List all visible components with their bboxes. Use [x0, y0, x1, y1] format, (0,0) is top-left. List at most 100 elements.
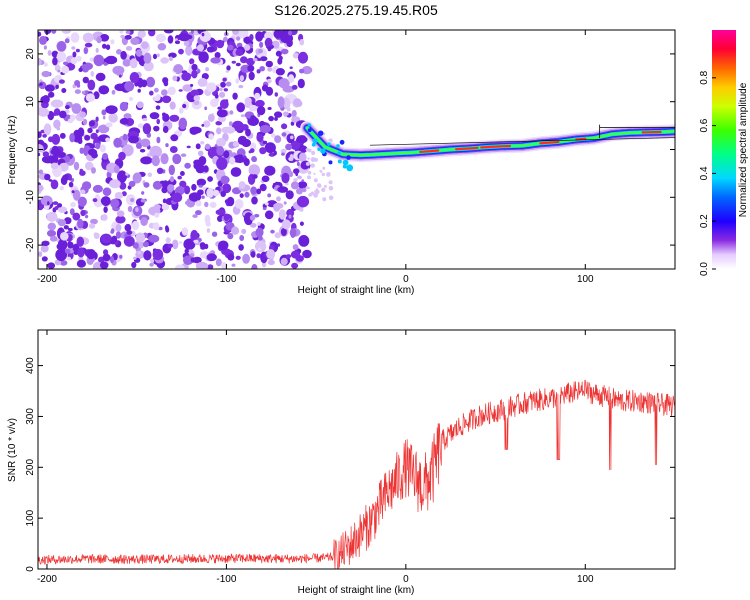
noise-speck — [102, 253, 111, 262]
noise-speck — [276, 196, 281, 202]
noise-speck — [63, 225, 69, 230]
noise-speck — [66, 256, 71, 261]
y-tick-label: 10 — [25, 96, 36, 108]
noise-speck — [291, 84, 298, 90]
noise-speck — [76, 236, 85, 247]
noise-speck — [223, 213, 230, 222]
noise-speck — [74, 89, 81, 94]
noise-speck — [131, 220, 140, 231]
noise-speck — [274, 232, 281, 239]
noise-speck — [283, 111, 289, 116]
noise-speck — [235, 62, 241, 67]
noise-speck — [213, 96, 220, 104]
noise-speck — [274, 111, 283, 118]
noise-speck — [248, 164, 260, 177]
signal-blob — [342, 164, 347, 169]
noise-speck — [140, 138, 151, 148]
noise-speck — [197, 77, 208, 87]
noise-speck — [105, 105, 118, 114]
noise-speck — [128, 180, 136, 187]
noise-speck — [105, 44, 111, 50]
noise-speck — [42, 134, 47, 138]
noise-speck — [223, 88, 228, 92]
noise-speck — [70, 202, 76, 208]
noise-speck — [89, 143, 96, 149]
noise-speck — [43, 45, 48, 50]
noise-speck — [56, 51, 67, 62]
noise-speck — [171, 192, 183, 203]
noise-speck — [103, 237, 110, 243]
noise-speck — [216, 157, 228, 171]
noise-speck — [204, 106, 208, 111]
noise-speck — [274, 92, 278, 97]
noise-speck — [174, 40, 181, 45]
noise-speck — [101, 214, 108, 221]
noise-speck — [328, 195, 334, 201]
noise-speck — [321, 172, 325, 177]
noise-speck — [59, 186, 64, 191]
noise-speck — [57, 203, 63, 208]
noise-speck — [140, 156, 153, 165]
noise-speck — [135, 232, 146, 243]
noise-speck — [296, 195, 310, 208]
noise-speck — [256, 133, 264, 143]
noise-speck — [297, 181, 308, 189]
noise-speck — [168, 164, 175, 176]
noise-speck — [85, 214, 89, 219]
noise-speck — [216, 84, 221, 87]
noise-speck — [191, 183, 197, 191]
noise-speck — [52, 57, 58, 66]
noise-speck — [239, 193, 244, 199]
noise-speck — [204, 143, 211, 150]
noise-speck — [120, 50, 127, 60]
noise-speck — [277, 57, 283, 65]
noise-speck — [186, 145, 191, 149]
noise-speck — [256, 69, 261, 74]
noise-speck — [206, 187, 214, 198]
noise-speck — [38, 131, 42, 138]
noise-speck — [167, 178, 177, 186]
noise-speck — [135, 207, 139, 213]
noise-speck — [301, 187, 307, 193]
noise-speck — [222, 77, 227, 82]
signal-blob — [336, 144, 340, 148]
noise-speck — [220, 81, 226, 88]
noise-speck — [72, 51, 77, 58]
noise-speck — [111, 89, 116, 95]
noise-speck — [47, 201, 50, 206]
noise-speck — [307, 157, 310, 160]
noise-speck — [149, 112, 160, 120]
noise-speck — [323, 184, 327, 188]
noise-speck — [109, 179, 121, 189]
noise-speck — [99, 144, 106, 153]
noise-speck — [152, 248, 164, 261]
noise-speck — [255, 227, 264, 237]
noise-speck — [56, 126, 61, 131]
noise-speck — [174, 264, 185, 269]
noise-speck — [44, 173, 51, 181]
noise-speck — [113, 165, 120, 174]
noise-speck — [266, 78, 272, 84]
y-tick-label: -20 — [25, 237, 36, 252]
noise-speck — [46, 211, 58, 222]
noise-speck — [219, 99, 229, 109]
noise-speck — [277, 96, 285, 109]
noise-speck — [242, 253, 251, 264]
noise-speck — [182, 103, 187, 109]
noise-speck — [249, 214, 256, 221]
noise-speck — [206, 46, 215, 53]
noise-speck — [195, 261, 209, 269]
noise-speck — [124, 34, 132, 40]
noise-speck — [189, 126, 202, 134]
noise-speck — [149, 262, 154, 267]
noise-speck — [158, 226, 163, 231]
noise-speck — [118, 74, 122, 78]
noise-speck — [59, 132, 66, 139]
noise-speck — [195, 164, 205, 174]
noise-speck — [95, 116, 99, 122]
noise-speck — [56, 243, 63, 250]
noise-speck — [103, 206, 108, 213]
signal-peak — [480, 144, 511, 149]
noise-speck — [239, 75, 244, 82]
noise-speck — [61, 65, 70, 74]
